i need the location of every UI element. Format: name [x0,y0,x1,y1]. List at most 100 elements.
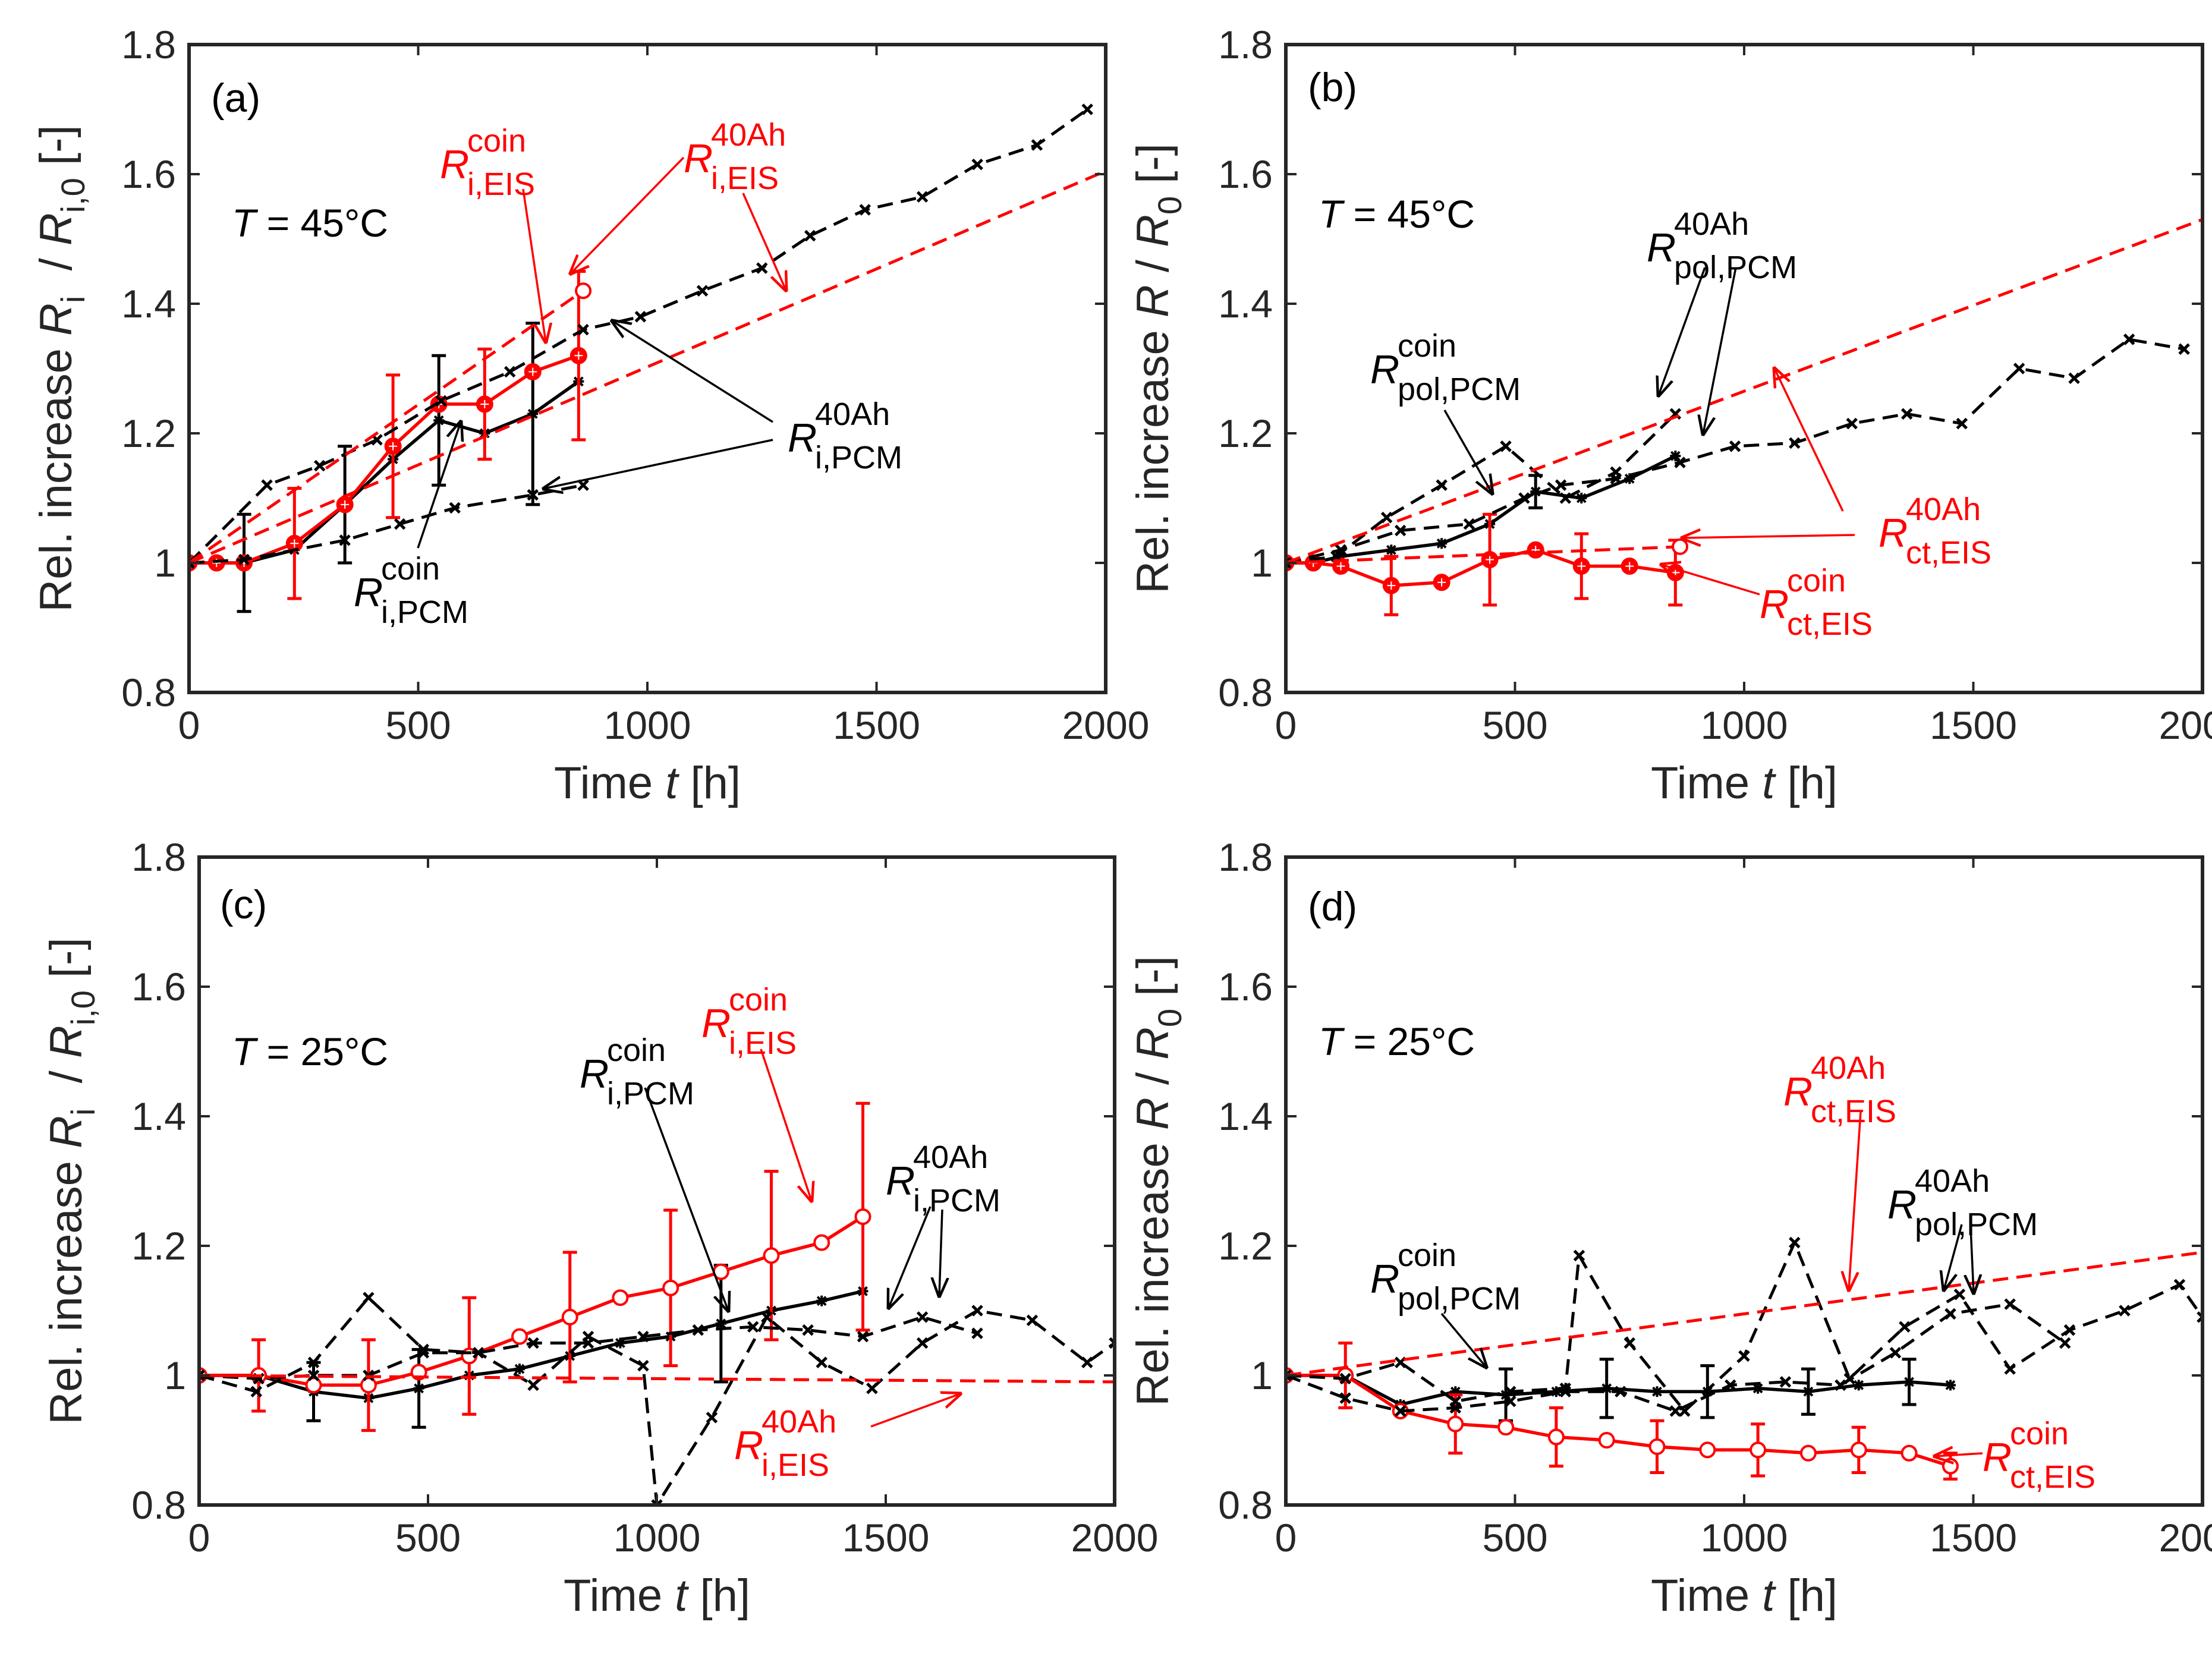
annotation-arrow [1944,1224,1963,1290]
y-tick-label: 1 [1251,541,1273,585]
x-tick-label: 1000 [604,703,691,747]
open-circle-marker [1799,1444,1817,1462]
x-marker [2178,343,2190,355]
x-marker [1559,492,1572,504]
open-circle-marker [1447,1415,1464,1432]
x-marker [859,204,871,216]
star-marker [615,1337,626,1349]
open-circle-marker [1598,1432,1615,1449]
x-marker [692,1324,704,1336]
x-tick-label: 1500 [833,703,920,747]
x-tick-label: 1500 [1930,703,2017,747]
y-tick-label: 1.2 [1218,411,1273,455]
series-annotation: R [684,136,713,181]
y-tick-label: 1.2 [1218,1224,1273,1268]
x-marker [1505,1395,1516,1408]
x-tick-label: 1500 [842,1516,930,1560]
series-annotation: R [788,415,817,461]
open-circle-marker [1672,538,1689,555]
annotation-superscript: coin [381,551,440,587]
series-line [1286,1374,1951,1406]
annotation-arrow [571,156,685,273]
x-axis-label: Time t [h] [554,758,741,808]
x-marker [866,1383,878,1394]
x-marker [238,553,250,566]
y-tick-label: 1.8 [1218,835,1273,879]
x-tick-label: 1000 [1701,703,1788,747]
marker-cross [341,500,350,509]
series-annotation: R [1760,582,1789,627]
series [189,282,592,565]
annotation-superscript: 40Ah [1811,1050,1886,1086]
x-marker [1573,1249,1585,1262]
x-marker [1846,417,1858,430]
marker-cross [1625,562,1634,571]
star-marker [1624,473,1635,484]
series [1286,1298,2071,1417]
series-line [199,1296,1115,1505]
temperature-label: T = 45°C [232,201,388,245]
y-tick-label: 1.4 [121,282,176,326]
annotation-superscript: 40Ah [762,1404,836,1440]
x-marker [651,1499,663,1505]
x-marker [417,1347,430,1359]
series-line [199,1215,864,1387]
annotation-symbol: R [1879,511,1908,556]
y-tick-label: 1.6 [121,152,176,196]
marker-cross [1336,562,1345,571]
annotation-symbol: R [788,415,817,461]
star-marker [1651,1386,1663,1397]
x-marker [1789,437,1801,449]
y-tick-label: 1.8 [121,23,176,67]
x-marker [527,1379,539,1391]
annotation-symbol: R [440,142,469,187]
panel-label: (b) [1308,65,1357,110]
star-marker [1853,1380,1864,1391]
y-tick-label: 1 [164,1353,186,1397]
x-marker [971,1327,983,1339]
star-marker [514,1364,525,1375]
annotation-symbol: R [580,1051,609,1097]
y-tick-label: 1.2 [131,1224,186,1268]
x-marker [261,479,273,491]
x-marker [1944,1308,1956,1320]
x-marker [2119,1305,2131,1317]
axes-box [187,43,1107,694]
x-marker [2004,1363,2016,1375]
x-marker [1623,1337,1636,1349]
x-marker [1335,544,1347,556]
series-line [199,1315,978,1380]
x-marker [2197,1311,2202,1323]
panel-c: 0 500 1000 1500 2000 0.8 1 1.2 1.4 1.6 1.8 Time t [… [41,835,1158,1621]
star-marker [527,408,539,420]
star-marker [1903,1376,1915,1387]
annotation-arrow [522,188,546,342]
x-marker [1779,1376,1792,1388]
annotation-symbol: R [701,1001,731,1046]
annotation-arrow [1662,565,1760,596]
annotation-superscript: 40Ah [815,396,890,432]
x-tick-label: 2000 [2159,1516,2212,1560]
x-marker [857,1330,869,1343]
star-marker [433,415,445,426]
star-marker [1530,486,1541,498]
x-marker [761,1311,773,1323]
x-marker [1500,440,1512,452]
annotation-arrow [1971,1227,1974,1293]
open-circle-marker [1648,1438,1666,1455]
y-tick-label: 0.8 [121,670,176,714]
x-axis-label: Time t [h] [564,1570,750,1621]
series-annotation: R [440,142,469,187]
open-circle-marker [1850,1441,1867,1459]
x-marker [472,1347,484,1359]
temperature-label: T = 25°C [232,1029,388,1073]
annotation-symbol: R [354,570,383,615]
open-circle-marker [1699,1441,1716,1459]
x-marker [2063,1324,2076,1336]
open-circle-marker [763,1247,780,1264]
x-marker [435,395,447,407]
open-circle-marker [1547,1428,1565,1446]
x-marker [250,1386,263,1398]
series [1286,1251,2202,1377]
